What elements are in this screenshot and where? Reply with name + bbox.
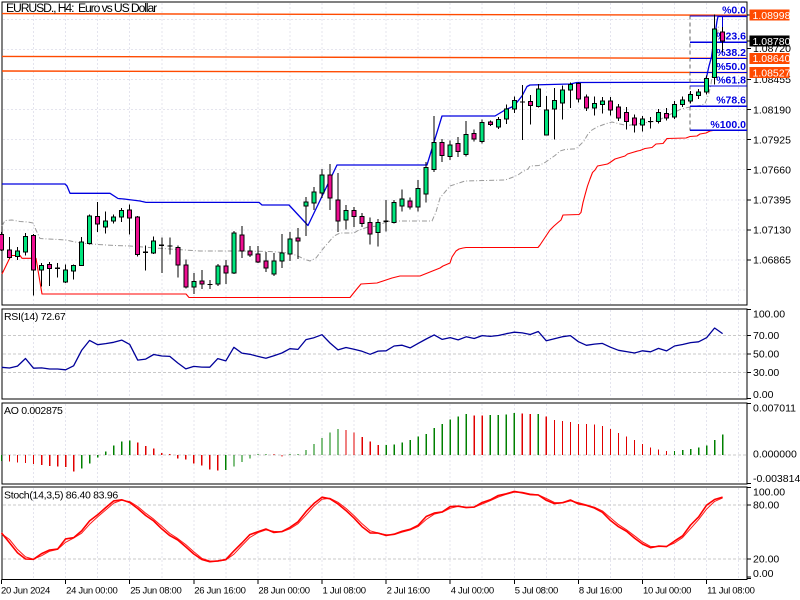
svg-text:2 Jul 16:00: 2 Jul 16:00 (387, 586, 430, 597)
svg-text:0.007011: 0.007011 (753, 402, 796, 414)
svg-text:1.07130: 1.07130 (753, 225, 791, 237)
svg-text:1.08527: 1.08527 (753, 67, 791, 79)
svg-text:10 Jul 00:00: 10 Jul 00:00 (643, 586, 691, 597)
svg-text:1.08998: 1.08998 (753, 10, 791, 22)
svg-text:4 Jul 00:00: 4 Jul 00:00 (451, 586, 494, 597)
svg-text:80.00: 80.00 (753, 500, 779, 512)
svg-text:70.00: 70.00 (753, 330, 779, 342)
svg-text:%0.0: %0.0 (722, 5, 746, 17)
svg-text:AO 0.002875: AO 0.002875 (4, 405, 63, 417)
svg-text:%100.0: %100.0 (710, 119, 746, 131)
svg-text:1 Jul 08:00: 1 Jul 08:00 (323, 586, 366, 597)
svg-text:%61.8: %61.8 (716, 75, 746, 87)
svg-text:11 Jul 08:00: 11 Jul 08:00 (707, 586, 754, 597)
svg-text:1.07660: 1.07660 (753, 164, 791, 176)
svg-text:0.000000: 0.000000 (753, 448, 797, 460)
svg-text:1.06865: 1.06865 (753, 255, 791, 267)
svg-text:Stoch(14,3,5) 86.40 83.96: Stoch(14,3,5) 86.40 83.96 (4, 490, 118, 502)
svg-text:25 Jun 08:00: 25 Jun 08:00 (130, 586, 181, 597)
svg-text:26 Jun 16:00: 26 Jun 16:00 (194, 586, 245, 597)
svg-text:5 Jul 08:00: 5 Jul 08:00 (515, 586, 558, 597)
svg-text:20 Jun 2024: 20 Jun 2024 (1, 586, 50, 597)
svg-text:20.00: 20.00 (753, 554, 779, 566)
svg-text:1.08640: 1.08640 (753, 53, 791, 65)
svg-text:-0.003814: -0.003814 (753, 473, 800, 485)
svg-text:1.08190: 1.08190 (753, 104, 791, 116)
svg-text:50.00: 50.00 (753, 349, 779, 361)
svg-text:RSI(14) 72.67: RSI(14) 72.67 (4, 311, 66, 323)
svg-text:30.00: 30.00 (753, 367, 779, 379)
svg-text:%78.6: %78.6 (716, 95, 746, 107)
svg-text:%38.2: %38.2 (716, 47, 746, 59)
svg-text:1.08780: 1.08780 (753, 36, 791, 48)
svg-text:100.00: 100.00 (753, 309, 785, 321)
svg-text:28 Jun 00:00: 28 Jun 00:00 (258, 586, 309, 597)
svg-text:0.00: 0.00 (753, 389, 774, 401)
svg-text:24 Jun 00:00: 24 Jun 00:00 (66, 586, 117, 597)
svg-text:8 Jul 16:00: 8 Jul 16:00 (579, 586, 622, 597)
svg-text:100.00: 100.00 (753, 487, 785, 499)
svg-text:EURUSD., H4: Euro vs US Dolla: EURUSD., H4: Euro vs US Dollar (6, 1, 157, 15)
svg-text:%50.0: %50.0 (716, 61, 746, 73)
svg-text:0.00: 0.00 (753, 568, 774, 580)
svg-text:1.07395: 1.07395 (753, 195, 791, 207)
svg-text:1.07925: 1.07925 (753, 134, 791, 146)
